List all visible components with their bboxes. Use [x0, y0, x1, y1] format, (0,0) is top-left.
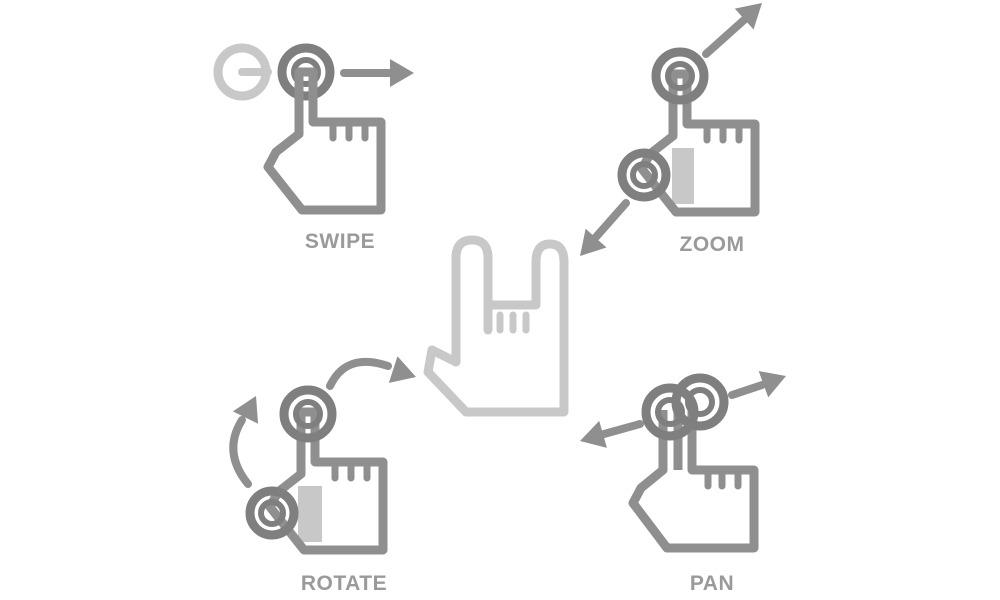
pan-arrow-left-icon — [576, 420, 644, 455]
swipe-start-circle-icon — [213, 43, 272, 101]
zoom-highlight — [672, 148, 694, 204]
rotate-gesture — [229, 356, 421, 550]
rotate-touch-circle-top-icon — [279, 385, 337, 443]
swipe-touch-circle-icon — [277, 43, 335, 101]
swipe-arrow-icon — [340, 59, 414, 87]
pan-touch-circle-right-icon — [671, 373, 729, 431]
zoom-touch-circle-bottom-icon — [617, 148, 671, 202]
zoom-label: ZOOM — [679, 233, 745, 256]
rotate-arrow-top-icon — [326, 356, 421, 391]
pan-label: PAN — [689, 572, 735, 595]
rotate-arrow-left-icon — [229, 389, 269, 488]
rotate-touch-circle-bottom-icon — [245, 486, 299, 540]
pan-gesture — [576, 362, 791, 553]
zoom-arrow-out-icon — [702, 0, 772, 58]
swipe-gesture — [213, 43, 414, 210]
rotate-highlight — [298, 486, 322, 542]
zoom-gesture — [569, 0, 772, 266]
pan-arrow-right-icon — [728, 362, 791, 399]
rotate-label: ROTATE — [300, 572, 388, 595]
zoom-arrow-in-icon — [569, 199, 630, 266]
hand-rock-gesture-icon — [423, 235, 569, 417]
swipe-label: SWIPE — [304, 230, 376, 253]
zoom-touch-circle-top-icon — [651, 47, 709, 105]
